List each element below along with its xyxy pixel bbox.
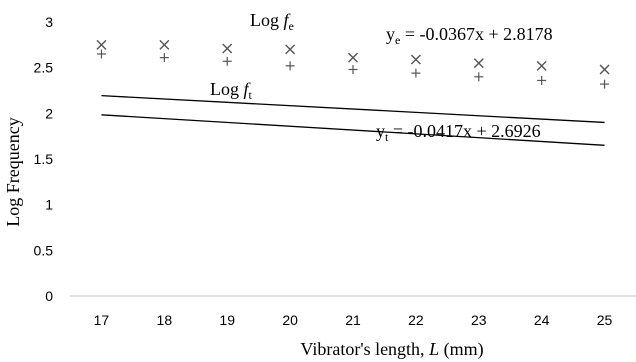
data-point-fe	[96, 39, 107, 50]
data-point-fe	[348, 52, 358, 63]
x-tick-label: 22	[408, 312, 424, 328]
y-axis-title: Log Frequency	[3, 117, 23, 226]
data-point-ft	[348, 64, 358, 74]
data-point-ft	[285, 61, 295, 71]
data-point-fe	[159, 39, 170, 50]
data-point-fe	[222, 43, 233, 54]
tick-labels: 0 0.5 1 1.5 2 2.5 3 17 18 19 20 21 22 23 24 25	[34, 14, 613, 328]
x-tick-label: 19	[219, 312, 235, 328]
data-point-ft	[222, 56, 232, 66]
series-label-fe: Log fe	[250, 10, 294, 33]
data-point-ft	[474, 72, 484, 82]
y-tick-label: 0.5	[34, 242, 54, 258]
data-point-ft	[411, 68, 421, 78]
data-point-ft	[600, 79, 610, 89]
trendline-ft	[101, 114, 605, 146]
trendline-equation-fe: ye = -0.0367x + 2.8178	[386, 24, 553, 47]
x-tick-label: 21	[345, 312, 361, 328]
x-axis-title: Vibrator's length, L (mm)	[300, 339, 483, 360]
data-point-fe	[285, 44, 296, 55]
data-point-fe	[473, 58, 484, 69]
y-tick-label: 2.5	[34, 60, 54, 76]
y-tick-label: 2	[45, 105, 53, 121]
y-tick-label: 0	[45, 288, 53, 304]
trendline-equation-ft: yt = -0.0417x + 2.6926	[376, 121, 541, 144]
data-point-ft	[159, 53, 169, 63]
x-tick-label: 23	[471, 312, 487, 328]
y-tick-label: 3	[45, 14, 53, 30]
x-tick-label: 17	[94, 312, 110, 328]
trendlines	[101, 94, 605, 146]
data-point-fe	[410, 54, 421, 65]
data-point-fe	[599, 64, 610, 75]
x-tick-label: 20	[282, 312, 298, 328]
x-tick-label: 25	[597, 312, 613, 328]
series-label-ft: Log ft	[210, 79, 253, 102]
y-tick-label: 1.5	[34, 151, 54, 167]
x-tick-label: 18	[157, 312, 173, 328]
y-tick-label: 1	[45, 197, 53, 213]
markers	[96, 39, 610, 89]
trendline-fe	[101, 94, 605, 124]
x-tick-label: 24	[534, 312, 550, 328]
data-point-ft	[96, 49, 106, 59]
data-point-fe	[536, 60, 547, 71]
data-point-ft	[537, 75, 547, 85]
